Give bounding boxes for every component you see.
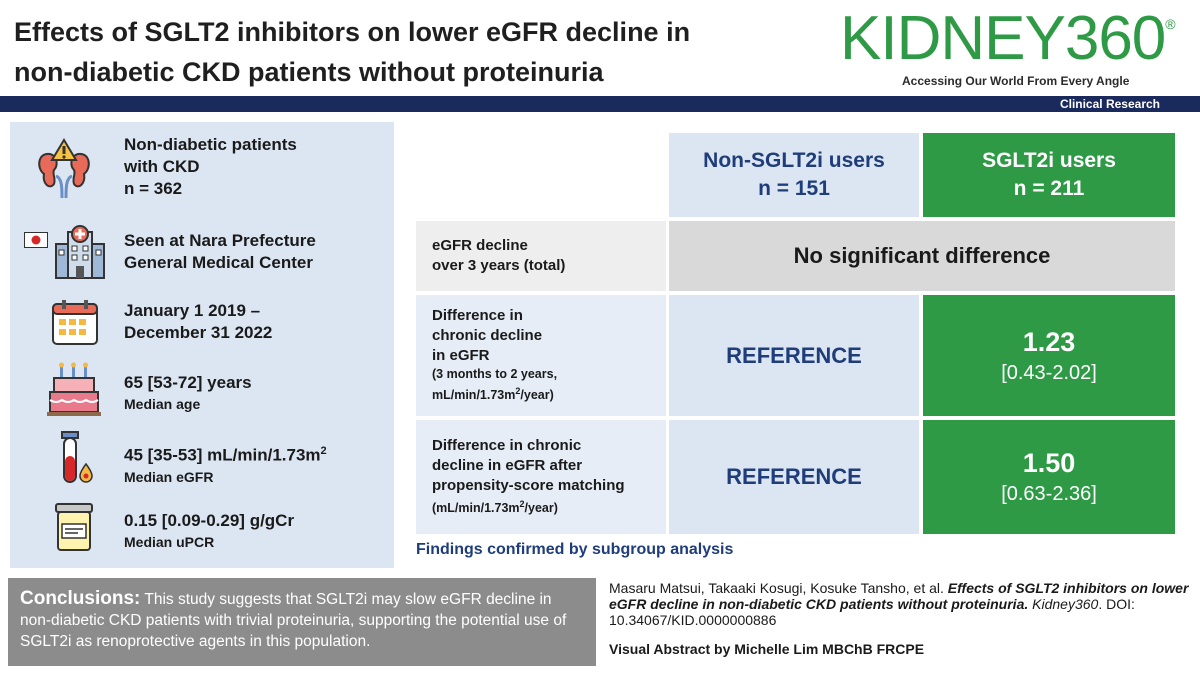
egfr-value-text: 45 [35-53] mL/min/1.73m <box>124 445 321 465</box>
row-label-chronic-decline: Difference in chronic decline in eGFR (3… <box>416 295 666 416</box>
logo-wordmark: KIDNEY360 <box>840 4 1166 73</box>
period-end: December 31 2022 <box>124 323 273 342</box>
conclusion-text: This study suggests that SGLT2i may slow… <box>20 591 567 650</box>
group-n: n = 151 <box>758 177 830 200</box>
findings-note: Findings confirmed by subgroup analysis <box>416 541 734 558</box>
row-label-line: decline in eGFR after <box>432 457 583 475</box>
citation-doi: . DOI: 10.34067/KID.0000000886 <box>609 596 1135 628</box>
result-no-significant-difference: No significant difference <box>669 221 1175 291</box>
unit-text: mL/min/1.73m <box>432 388 516 403</box>
estimate-value: 1.50 <box>1022 448 1076 478</box>
age-value: 65 [53-72] years <box>124 373 252 392</box>
row-label-line: in eGFR <box>432 347 490 365</box>
visual-abstract-credit: Visual Abstract by Michelle Lim MBChB FR… <box>609 641 925 657</box>
period-start: January 1 2019 – <box>124 301 261 320</box>
citation-journal: Kidney360 <box>1028 596 1099 612</box>
egfr-label: Median eGFR <box>124 468 214 485</box>
reference-cell: REFERENCE <box>669 295 919 416</box>
row-label-line: eGFR decline <box>432 237 528 254</box>
column-header-sglt2: SGLT2i users n = 211 <box>923 133 1175 217</box>
sglt2-estimate-cell: 1.23 [0.43-2.02] <box>923 295 1175 416</box>
unit-text: (mL/min/1.73m <box>432 501 520 516</box>
urine-cup-icon <box>50 502 114 566</box>
page-title: Effects of SGLT2 inhibitors on lower eGF… <box>14 12 814 92</box>
unit-sup: 2 <box>515 386 521 397</box>
calendar-icon <box>50 298 114 362</box>
row-label-sub: (3 months to 2 years, <box>432 367 558 382</box>
sample-size: n = 362 <box>124 179 183 198</box>
hospital-icon <box>50 222 114 286</box>
citation-authors: Masaru Matsui, Takaaki Kosugi, Kosuke Ta… <box>609 580 948 596</box>
unit-sup: 2 <box>519 499 525 510</box>
group-name: SGLT2i users <box>982 149 1116 172</box>
row-label-sub: (mL/min/1.73m2/year) <box>432 496 558 517</box>
japan-flag-icon <box>24 232 48 248</box>
header-divider-bar <box>0 96 1200 112</box>
confidence-interval: [0.63-2.36] <box>1001 483 1097 505</box>
row-label-psm-decline: Difference in chronic decline in eGFR af… <box>416 420 666 534</box>
row-label-line: Difference in <box>432 307 523 325</box>
column-header-non-sglt2: Non-SGLT2i users n = 151 <box>669 133 919 217</box>
title-line-1: Effects of SGLT2 inhibitors on lower eGF… <box>14 17 691 47</box>
sglt2-estimate-cell: 1.50 [0.63-2.36] <box>923 420 1175 534</box>
estimate-value: 1.23 <box>1022 326 1076 357</box>
conclusion-heading: Conclusions: <box>20 588 141 609</box>
birthday-cake-icon <box>46 362 110 426</box>
upcr-label: Median uPCR <box>124 534 215 550</box>
confidence-interval: [0.43-2.02] <box>1001 361 1097 384</box>
stat-line: Non-diabetic patients <box>124 135 297 154</box>
upcr-value: 0.15 [0.09-0.29] g/gCr <box>124 511 295 530</box>
unit-text: /year) <box>524 501 558 516</box>
row-label-total-decline: eGFR decline over 3 years (total) <box>416 221 666 291</box>
conclusion-box: Conclusions: This study suggests that SG… <box>8 578 596 666</box>
kidney-warning-icon <box>32 138 96 202</box>
category-label: Clinical Research <box>1059 97 1160 111</box>
site-line: General Medical Center <box>124 253 313 272</box>
citation: Masaru Matsui, Takaaki Kosugi, Kosuke Ta… <box>609 580 1189 628</box>
group-n: n = 211 <box>1013 177 1085 200</box>
age-label: Median age <box>124 396 201 412</box>
citation-title: Effects of SGLT2 inhibitors on lower eGF… <box>609 580 1189 612</box>
blood-tube-icon <box>54 430 118 494</box>
population-panel: Non-diabetic patients with CKD n = 362 S… <box>10 122 394 568</box>
row-label-sub: mL/min/1.73m2/year) <box>432 383 554 404</box>
egfr-value: 45 [35-53] mL/min/1.73m2 <box>124 440 389 467</box>
row-label-line: Difference in chronic <box>432 437 582 455</box>
title-line-2: non-diabetic CKD patients without protei… <box>14 57 604 87</box>
egfr-unit-sup: 2 <box>320 445 327 457</box>
logo-tagline: Accessing Our World From Every Angle <box>902 74 1130 88</box>
row-label-line: over 3 years (total) <box>432 257 566 274</box>
site-line: Seen at Nara Prefecture <box>124 231 316 250</box>
registered-mark: ® <box>1165 16 1176 32</box>
stat-line: with CKD <box>124 157 200 176</box>
reference-cell: REFERENCE <box>669 420 919 534</box>
row-label-line: propensity-score matching <box>432 477 625 495</box>
unit-text: /year) <box>520 388 554 403</box>
group-name: Non-SGLT2i users <box>703 149 885 172</box>
row-label-line: chronic decline <box>432 327 543 345</box>
journal-logo: KIDNEY360® Accessing Our World From Ever… <box>840 4 1190 88</box>
